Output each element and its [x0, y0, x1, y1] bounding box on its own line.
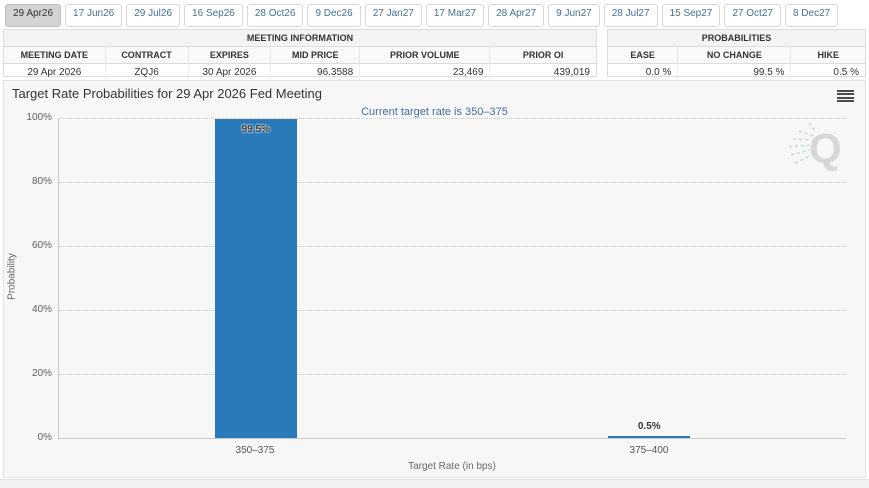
tab-29-jul26[interactable]: 29 Jul26: [126, 4, 181, 27]
chart-subtitle: Current target rate is 350–375: [361, 106, 508, 118]
value-contract: ZQJ6: [104, 64, 188, 81]
tab-27-oct27[interactable]: 27 Oct27: [724, 4, 781, 27]
col-no-change: NO CHANGE: [677, 47, 790, 63]
value-expires: 30 Apr 2026: [187, 64, 271, 81]
probabilities-table: PROBABILITIES EASE NO CHANGE HIKE 0.0 % …: [607, 29, 866, 81]
category-column: 99.5%: [59, 118, 453, 438]
col-meeting-date: MEETING DATE: [20, 50, 88, 60]
y-gridline: [59, 118, 846, 119]
value-meeting-date: 29 Apr 2026: [27, 67, 82, 78]
y-tick-label: 40%: [31, 304, 52, 315]
bottom-scroll-strip[interactable]: [0, 479, 869, 488]
meeting-information-title: MEETING INFORMATION: [4, 30, 596, 47]
meeting-information-header-row: MEETING DATE CONTRACT EXPIRES MID PRICE …: [4, 47, 596, 64]
y-gridline: [59, 374, 846, 375]
col-mid-price: MID PRICE: [270, 47, 359, 63]
probability-bar-350–375[interactable]: [214, 118, 297, 438]
col-ease: EASE: [630, 50, 655, 60]
quikstrike-watermark-icon: Q: [787, 117, 849, 177]
col-hike: HIKE: [790, 47, 865, 63]
value-prior-oi: 439,019: [489, 64, 596, 81]
tab-8-dec27[interactable]: 8 Dec27: [784, 4, 839, 27]
col-contract: CONTRACT: [104, 47, 188, 63]
plot-area: 0% 20% 40% 60% 80% 100% 99.5% 0.5%: [26, 112, 847, 443]
col-expires: EXPIRES: [187, 47, 271, 63]
meeting-tab-bar: 29 Apr26 17 Jun26 29 Jul26 16 Sep26 28 O…: [0, 0, 869, 27]
tab-17-jun26[interactable]: 17 Jun26: [65, 4, 123, 27]
y-tick-label: 60%: [31, 240, 52, 251]
bar-value-label: 99.5%: [241, 123, 270, 135]
bar-value-label: 0.5%: [637, 421, 661, 432]
y-gridline: [59, 310, 846, 311]
col-prior-volume: PRIOR VOLUME: [359, 47, 489, 63]
y-tick-label: 100%: [26, 112, 52, 123]
chart-export-menu-icon[interactable]: [837, 89, 854, 103]
y-tick-label: 80%: [31, 176, 52, 187]
y-tick-label: 20%: [31, 368, 52, 379]
meeting-information-table: MEETING INFORMATION MEETING DATE CONTRAC…: [3, 29, 597, 81]
x-axis-title: Target Rate (in bps): [408, 461, 496, 472]
meeting-information-value-row: 29 Apr 2026 ZQJ6 30 Apr 2026 96.3588 23,…: [4, 64, 596, 81]
svg-text:Q: Q: [809, 125, 842, 172]
value-hike: 0.5 %: [790, 64, 865, 81]
y-gridline: [59, 246, 846, 247]
y-gridline: [59, 182, 846, 183]
chart-title: Target Rate Probabilities for 29 Apr 202…: [12, 86, 323, 101]
tab-17-mar27[interactable]: 17 Mar27: [425, 4, 485, 27]
y-tick-label: 0%: [37, 432, 52, 443]
tab-28-apr27[interactable]: 28 Apr27: [488, 4, 545, 27]
tab-27-jan27[interactable]: 27 Jan27: [364, 4, 422, 27]
tab-28-oct26[interactable]: 28 Oct26: [246, 4, 304, 27]
probabilities-header-row: EASE NO CHANGE HIKE: [608, 47, 865, 64]
tab-15-sep27[interactable]: 15 Sep27: [661, 4, 721, 27]
x-axis-labels: 350–375 375–400: [58, 445, 846, 459]
probability-chart-panel: Target Rate Probabilities for 29 Apr 202…: [3, 80, 866, 478]
tab-9-jun27[interactable]: 9 Jun27: [548, 4, 600, 27]
tab-16-sep26[interactable]: 16 Sep26: [184, 4, 243, 27]
value-ease: 0.0 %: [645, 67, 672, 78]
probability-bar-375–400[interactable]: [608, 436, 691, 438]
probabilities-value-row: 0.0 % 99.5 % 0.5 %: [608, 64, 865, 81]
summary-tables: MEETING INFORMATION MEETING DATE CONTRAC…: [3, 29, 866, 81]
col-prior-oi: PRIOR OI: [489, 47, 596, 63]
value-mid-price: 96.3588: [270, 64, 359, 81]
category-column: 0.5%: [453, 118, 847, 438]
x-category-label: 350–375: [235, 445, 275, 456]
tab-28-jul27[interactable]: 28 Jul27: [603, 4, 658, 27]
x-category-label: 375–400: [629, 445, 669, 456]
tab-29-apr26[interactable]: 29 Apr26: [5, 4, 62, 27]
tab-9-dec26[interactable]: 9 Dec26: [307, 4, 361, 27]
probabilities-title: PROBABILITIES: [608, 30, 865, 47]
value-prior-volume: 23,469: [359, 64, 489, 81]
value-no-change: 99.5 %: [677, 64, 790, 81]
